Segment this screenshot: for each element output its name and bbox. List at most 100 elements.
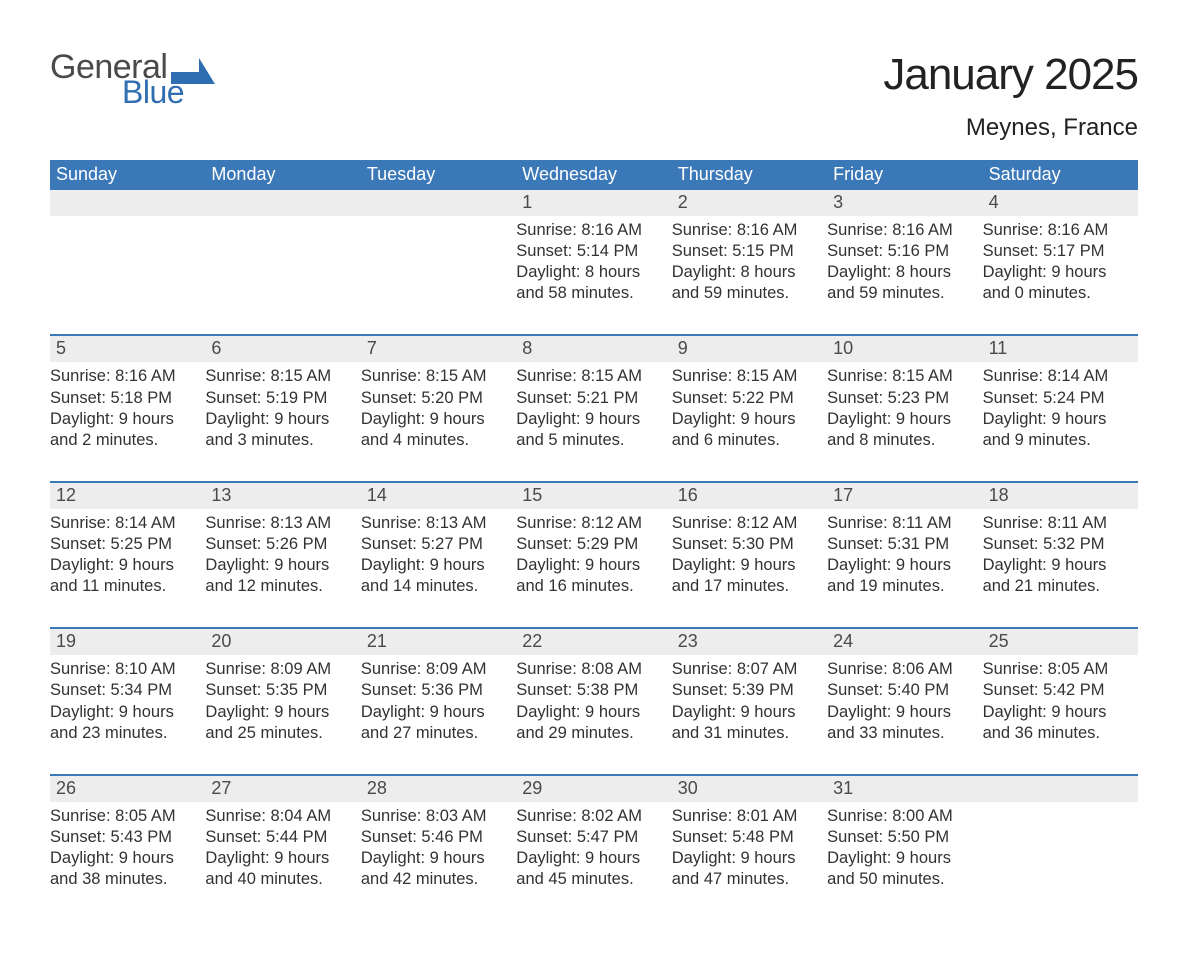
day-header: Tuesday (361, 160, 516, 190)
page-title: January 2025 (883, 50, 1138, 100)
day-detail-line: Sunrise: 8:16 AM (983, 220, 1132, 241)
day-detail-line: Sunrise: 8:16 AM (50, 366, 199, 387)
day-detail-line: Sunset: 5:42 PM (983, 680, 1132, 701)
day-number: 18 (983, 483, 1138, 509)
day-detail-line: Sunset: 5:29 PM (516, 534, 665, 555)
day-cell: Sunrise: 8:09 AMSunset: 5:35 PMDaylight:… (205, 655, 360, 773)
week-row: 19202122232425Sunrise: 8:10 AMSunset: 5:… (50, 627, 1138, 773)
day-detail-line: Daylight: 8 hours (672, 262, 821, 283)
day-detail-line: Sunset: 5:35 PM (205, 680, 354, 701)
day-detail-line: Sunrise: 8:12 AM (672, 513, 821, 534)
day-cell: Sunrise: 8:16 AMSunset: 5:15 PMDaylight:… (672, 216, 827, 334)
day-number: 7 (361, 336, 516, 362)
day-detail-line: and 14 minutes. (361, 576, 510, 597)
day-cell: Sunrise: 8:15 AMSunset: 5:20 PMDaylight:… (361, 362, 516, 480)
day-cell: Sunrise: 8:11 AMSunset: 5:31 PMDaylight:… (827, 509, 982, 627)
day-detail-line: and 17 minutes. (672, 576, 821, 597)
day-detail-line: Sunset: 5:43 PM (50, 827, 199, 848)
day-detail-line: Daylight: 9 hours (361, 848, 510, 869)
day-cell: Sunrise: 8:11 AMSunset: 5:32 PMDaylight:… (983, 509, 1138, 627)
day-detail-line: Sunrise: 8:12 AM (516, 513, 665, 534)
day-detail-line: Sunrise: 8:05 AM (50, 806, 199, 827)
day-cell: Sunrise: 8:12 AMSunset: 5:30 PMDaylight:… (672, 509, 827, 627)
day-detail-line: and 31 minutes. (672, 723, 821, 744)
day-cell: Sunrise: 8:05 AMSunset: 5:42 PMDaylight:… (983, 655, 1138, 773)
day-detail-line: and 59 minutes. (672, 283, 821, 304)
day-detail-line: and 38 minutes. (50, 869, 199, 890)
daynum-row: 19202122232425 (50, 629, 1138, 655)
day-number: 15 (516, 483, 671, 509)
day-number: 24 (827, 629, 982, 655)
day-cell: Sunrise: 8:15 AMSunset: 5:19 PMDaylight:… (205, 362, 360, 480)
day-detail-line: Sunset: 5:18 PM (50, 388, 199, 409)
day-detail-line: Sunrise: 8:16 AM (827, 220, 976, 241)
day-number (983, 776, 1138, 802)
logo: General Blue (50, 50, 215, 108)
day-cell (50, 216, 205, 334)
day-detail-line: and 11 minutes. (50, 576, 199, 597)
day-header: Saturday (983, 160, 1138, 190)
day-cell: Sunrise: 8:16 AMSunset: 5:17 PMDaylight:… (983, 216, 1138, 334)
day-number (361, 190, 516, 216)
day-number: 5 (50, 336, 205, 362)
daynum-row: 262728293031 (50, 776, 1138, 802)
day-detail-line: and 6 minutes. (672, 430, 821, 451)
day-detail-line: Sunset: 5:14 PM (516, 241, 665, 262)
day-detail-line: and 40 minutes. (205, 869, 354, 890)
day-detail-line: Sunrise: 8:03 AM (361, 806, 510, 827)
day-detail-line: Daylight: 9 hours (672, 702, 821, 723)
day-detail-line: Daylight: 8 hours (827, 262, 976, 283)
day-header: Thursday (672, 160, 827, 190)
title-block: January 2025 Meynes, France (883, 50, 1138, 142)
day-detail-line: Sunrise: 8:09 AM (361, 659, 510, 680)
day-header-row: SundayMondayTuesdayWednesdayThursdayFrid… (50, 160, 1138, 190)
day-cell: Sunrise: 8:04 AMSunset: 5:44 PMDaylight:… (205, 802, 360, 920)
day-detail-line: Daylight: 9 hours (361, 409, 510, 430)
day-detail-line: and 42 minutes. (361, 869, 510, 890)
day-detail-line: Sunset: 5:40 PM (827, 680, 976, 701)
day-cell: Sunrise: 8:13 AMSunset: 5:27 PMDaylight:… (361, 509, 516, 627)
daynum-row: 1234 (50, 190, 1138, 216)
header: General Blue January 2025 Meynes, France (50, 50, 1138, 142)
day-detail-line: and 16 minutes. (516, 576, 665, 597)
day-cell: Sunrise: 8:08 AMSunset: 5:38 PMDaylight:… (516, 655, 671, 773)
day-number: 31 (827, 776, 982, 802)
day-detail-line: Daylight: 9 hours (672, 409, 821, 430)
day-number: 17 (827, 483, 982, 509)
day-detail-line: Sunrise: 8:15 AM (672, 366, 821, 387)
day-cell: Sunrise: 8:14 AMSunset: 5:24 PMDaylight:… (983, 362, 1138, 480)
day-detail-line: Sunset: 5:23 PM (827, 388, 976, 409)
day-detail-line: Sunrise: 8:01 AM (672, 806, 821, 827)
day-detail-line: Daylight: 9 hours (827, 555, 976, 576)
day-number: 4 (983, 190, 1138, 216)
day-detail-line: Sunrise: 8:13 AM (205, 513, 354, 534)
day-detail-line: Daylight: 9 hours (50, 848, 199, 869)
day-cell: Sunrise: 8:10 AMSunset: 5:34 PMDaylight:… (50, 655, 205, 773)
day-number: 30 (672, 776, 827, 802)
day-cell: Sunrise: 8:05 AMSunset: 5:43 PMDaylight:… (50, 802, 205, 920)
day-detail-line: and 0 minutes. (983, 283, 1132, 304)
day-cell: Sunrise: 8:01 AMSunset: 5:48 PMDaylight:… (672, 802, 827, 920)
day-detail-line: Sunrise: 8:00 AM (827, 806, 976, 827)
day-number: 28 (361, 776, 516, 802)
day-detail-line: Sunset: 5:20 PM (361, 388, 510, 409)
day-number: 22 (516, 629, 671, 655)
day-number: 1 (516, 190, 671, 216)
day-header: Friday (827, 160, 982, 190)
day-detail-line: and 29 minutes. (516, 723, 665, 744)
day-detail-line: Sunrise: 8:15 AM (361, 366, 510, 387)
day-detail-line: Sunset: 5:31 PM (827, 534, 976, 555)
day-cell: Sunrise: 8:02 AMSunset: 5:47 PMDaylight:… (516, 802, 671, 920)
day-number: 3 (827, 190, 982, 216)
day-detail-line: Daylight: 9 hours (50, 555, 199, 576)
day-number: 14 (361, 483, 516, 509)
day-detail-line: Sunrise: 8:16 AM (516, 220, 665, 241)
day-detail-line: Sunset: 5:36 PM (361, 680, 510, 701)
day-cell (361, 216, 516, 334)
day-detail-line: and 59 minutes. (827, 283, 976, 304)
day-detail-line: Daylight: 9 hours (827, 702, 976, 723)
day-detail-line: Daylight: 9 hours (205, 409, 354, 430)
day-detail-line: and 45 minutes. (516, 869, 665, 890)
day-detail-line: Sunset: 5:50 PM (827, 827, 976, 848)
day-detail-line: Daylight: 9 hours (516, 555, 665, 576)
